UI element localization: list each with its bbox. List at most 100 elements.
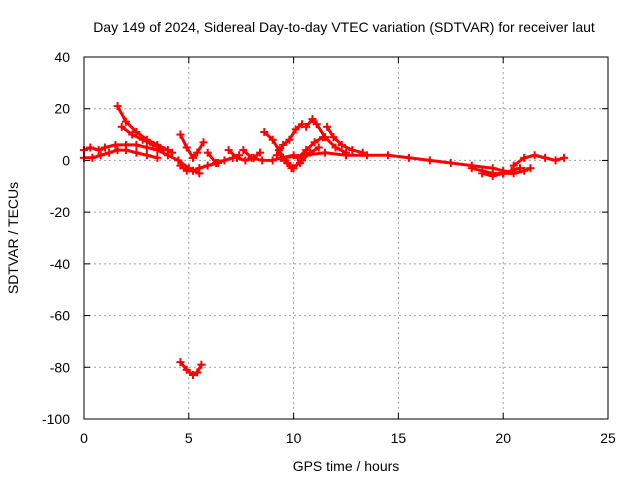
data-point bbox=[182, 143, 191, 152]
data-point bbox=[289, 164, 298, 173]
x-tick-label: 10 bbox=[286, 430, 302, 446]
x-axis-label: GPS time / hours bbox=[293, 458, 400, 474]
data-point bbox=[404, 153, 413, 162]
data-point bbox=[318, 133, 327, 142]
series-arc-peak-2 bbox=[117, 122, 168, 155]
data-point bbox=[132, 127, 141, 136]
data-point bbox=[138, 135, 147, 144]
data-point bbox=[113, 102, 122, 111]
data-point bbox=[559, 153, 568, 162]
y-tick-label: -20 bbox=[50, 204, 70, 220]
x-axis-ticks: 0 5 10 15 20 25 bbox=[80, 57, 616, 446]
data-point bbox=[174, 156, 183, 165]
data-point bbox=[258, 156, 267, 165]
data-point bbox=[348, 146, 357, 155]
data-point bbox=[323, 122, 332, 131]
data-point bbox=[499, 169, 508, 178]
y-tick-label: -100 bbox=[42, 411, 70, 427]
x-tick-label: 25 bbox=[600, 430, 616, 446]
data-point bbox=[329, 133, 338, 142]
data-point bbox=[176, 161, 185, 170]
grid-lines bbox=[84, 57, 608, 419]
series-line bbox=[178, 133, 205, 160]
series-arc-21 bbox=[509, 151, 568, 170]
data-point bbox=[302, 146, 311, 155]
y-tick-label: -80 bbox=[50, 359, 70, 375]
data-point bbox=[509, 161, 518, 170]
data-point bbox=[121, 146, 130, 155]
series-arc-6 bbox=[203, 148, 244, 168]
data-point bbox=[224, 146, 233, 155]
data-point bbox=[283, 159, 292, 168]
data-point bbox=[220, 156, 229, 165]
series-arc-12 bbox=[323, 122, 367, 157]
data-point bbox=[488, 171, 497, 180]
data-point bbox=[128, 130, 137, 139]
data-point bbox=[302, 122, 311, 131]
data-point bbox=[308, 115, 317, 124]
data-point bbox=[153, 153, 162, 162]
y-axis-ticks: -100 -80 -60 -40 -20 0 20 40 bbox=[42, 49, 608, 427]
data-point bbox=[142, 151, 151, 160]
data-point bbox=[297, 156, 306, 165]
data-point bbox=[121, 117, 130, 126]
data-point bbox=[312, 120, 321, 129]
data-point bbox=[509, 169, 518, 178]
data-point bbox=[233, 153, 242, 162]
data-point bbox=[541, 153, 550, 162]
series-arc-main-b bbox=[80, 146, 162, 162]
series-line bbox=[296, 135, 325, 160]
data-point bbox=[297, 120, 306, 129]
x-tick-label: 15 bbox=[391, 430, 407, 446]
y-tick-label: -40 bbox=[50, 256, 70, 272]
data-point bbox=[520, 153, 529, 162]
data-point bbox=[193, 148, 202, 157]
data-point bbox=[478, 169, 487, 178]
series-arc-v-5 bbox=[176, 130, 208, 162]
y-tick-label: -60 bbox=[50, 308, 70, 324]
data-point bbox=[272, 151, 281, 160]
data-point bbox=[132, 148, 141, 157]
data-point bbox=[142, 143, 151, 152]
data-point bbox=[94, 146, 103, 155]
data-point bbox=[331, 143, 340, 152]
data-series bbox=[80, 102, 568, 380]
plot-frame bbox=[83, 56, 609, 420]
data-point bbox=[193, 368, 202, 377]
data-point bbox=[321, 148, 330, 157]
data-point bbox=[105, 148, 114, 157]
data-point bbox=[195, 164, 204, 173]
data-point bbox=[279, 153, 288, 162]
data-point bbox=[446, 159, 455, 168]
x-tick-label: 20 bbox=[495, 430, 511, 446]
data-point bbox=[168, 148, 177, 157]
data-point bbox=[96, 151, 105, 160]
data-point bbox=[256, 148, 265, 157]
data-point bbox=[241, 156, 250, 165]
data-point bbox=[279, 140, 288, 149]
series-arc-peak-1 bbox=[113, 102, 177, 157]
data-point bbox=[203, 161, 212, 170]
data-point bbox=[182, 365, 191, 374]
data-point bbox=[197, 360, 206, 369]
series-arc-20 bbox=[478, 164, 535, 180]
chart-title: Day 149 of 2024, Sidereal Day-to-day VTE… bbox=[93, 19, 595, 35]
data-point bbox=[188, 371, 197, 380]
data-point bbox=[100, 143, 109, 152]
data-point bbox=[530, 151, 539, 160]
data-point bbox=[268, 135, 277, 144]
series-arc-8 bbox=[239, 146, 298, 165]
y-axis-label: SDTVAR / TECUs bbox=[5, 182, 21, 294]
data-point bbox=[551, 156, 560, 165]
data-point bbox=[337, 140, 346, 149]
data-point bbox=[425, 156, 434, 165]
series-arc-10b bbox=[283, 143, 323, 173]
data-point bbox=[88, 153, 97, 162]
series-arc-10a bbox=[272, 120, 306, 160]
data-point bbox=[149, 140, 158, 149]
y-tick-label: 0 bbox=[62, 152, 70, 168]
series-arc-7 bbox=[224, 146, 265, 165]
x-tick-label: 5 bbox=[185, 430, 193, 446]
data-point bbox=[260, 127, 269, 136]
